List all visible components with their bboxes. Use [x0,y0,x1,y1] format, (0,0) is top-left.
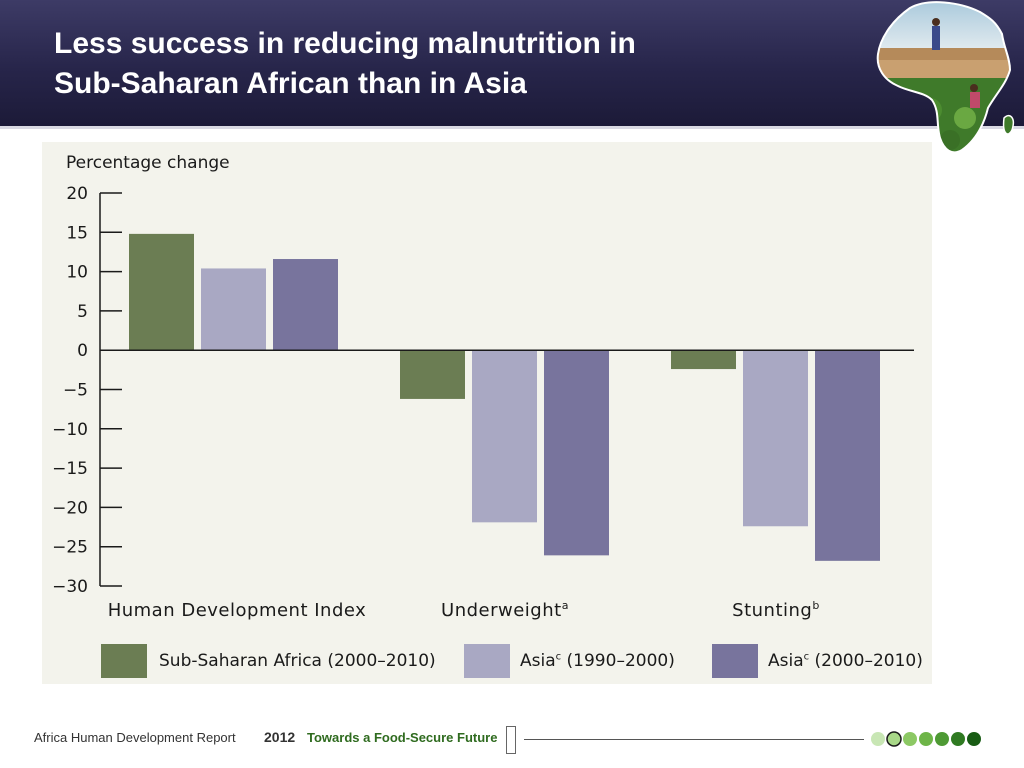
footer-report-name: Africa Human Development Report [34,730,236,745]
progress-dot [871,732,885,746]
legend-swatch-ssa [101,644,147,678]
y-tick-label: −10 [52,420,88,440]
footer-separator-box [506,726,516,754]
y-axis-label: Percentage change [66,153,230,173]
y-tick-label: −5 [63,381,88,401]
footer-rule [524,739,864,740]
bar-asia-2000-2010 [815,350,880,561]
progress-dot [935,732,949,746]
progress-dot [951,732,965,746]
y-tick-label: −15 [52,459,88,479]
africa-photo-map-icon [876,1,1015,154]
progress-dot [967,732,981,746]
footer-tagline: Towards a Food-Secure Future [307,730,498,745]
bar-ssa-2000-2010 [671,350,736,370]
legend-swatch-asia-1990 [464,644,510,678]
legend-label-ssa: Sub-Saharan Africa (2000–2010) [159,651,436,671]
y-tick-label: −20 [52,498,88,518]
legend-label-asia-2000: Asiac (2000–2010) [768,651,923,671]
progress-dot [903,732,917,746]
y-tick-label: 15 [66,223,88,243]
y-tick-label: 20 [66,184,88,204]
bar-chart: Percentage change 20 15 10 5 0 −5 −10 −15 −20 −25… [52,153,914,621]
category-label: Stuntingb [732,599,820,621]
y-tick-label: 10 [66,263,88,283]
slide-progress-dots [871,731,981,747]
legend-swatch-asia-2000 [712,644,758,678]
bar-ssa-2000-2010 [400,350,465,399]
bar-asia-1990-2000 [201,268,266,351]
bar-asia-2000-2010 [544,350,609,556]
chart-panel: Percentage change 20 15 10 5 0 −5 −10 −15 −20 −25… [42,142,932,684]
bar-asia-1990-2000 [743,350,808,527]
progress-dot [919,732,933,746]
title-line-1: Less success in reducing malnutrition in [54,27,636,60]
title-bar [0,0,1024,126]
bar-asia-1990-2000 [472,350,537,523]
bar-asia-2000-2010 [273,259,338,351]
y-tick-label: −25 [52,538,88,558]
category-label: Human Development Index [108,600,367,621]
title-line-2: Sub-Saharan African than in Asia [54,67,527,100]
category-label: Underweighta [441,599,569,621]
slide-title: Less success in reducing malnutrition in… [54,24,814,104]
bar-ssa-2000-2010 [129,233,194,351]
legend-label-asia-1990: Asiac (1990–2000) [520,651,675,671]
footer-report-year: 2012 [264,729,296,745]
title-underline [0,126,1024,129]
y-tick-label: −30 [52,577,88,597]
y-tick-label: 5 [77,302,88,322]
y-tick-label: 0 [77,341,88,361]
progress-dot-current [886,731,902,747]
